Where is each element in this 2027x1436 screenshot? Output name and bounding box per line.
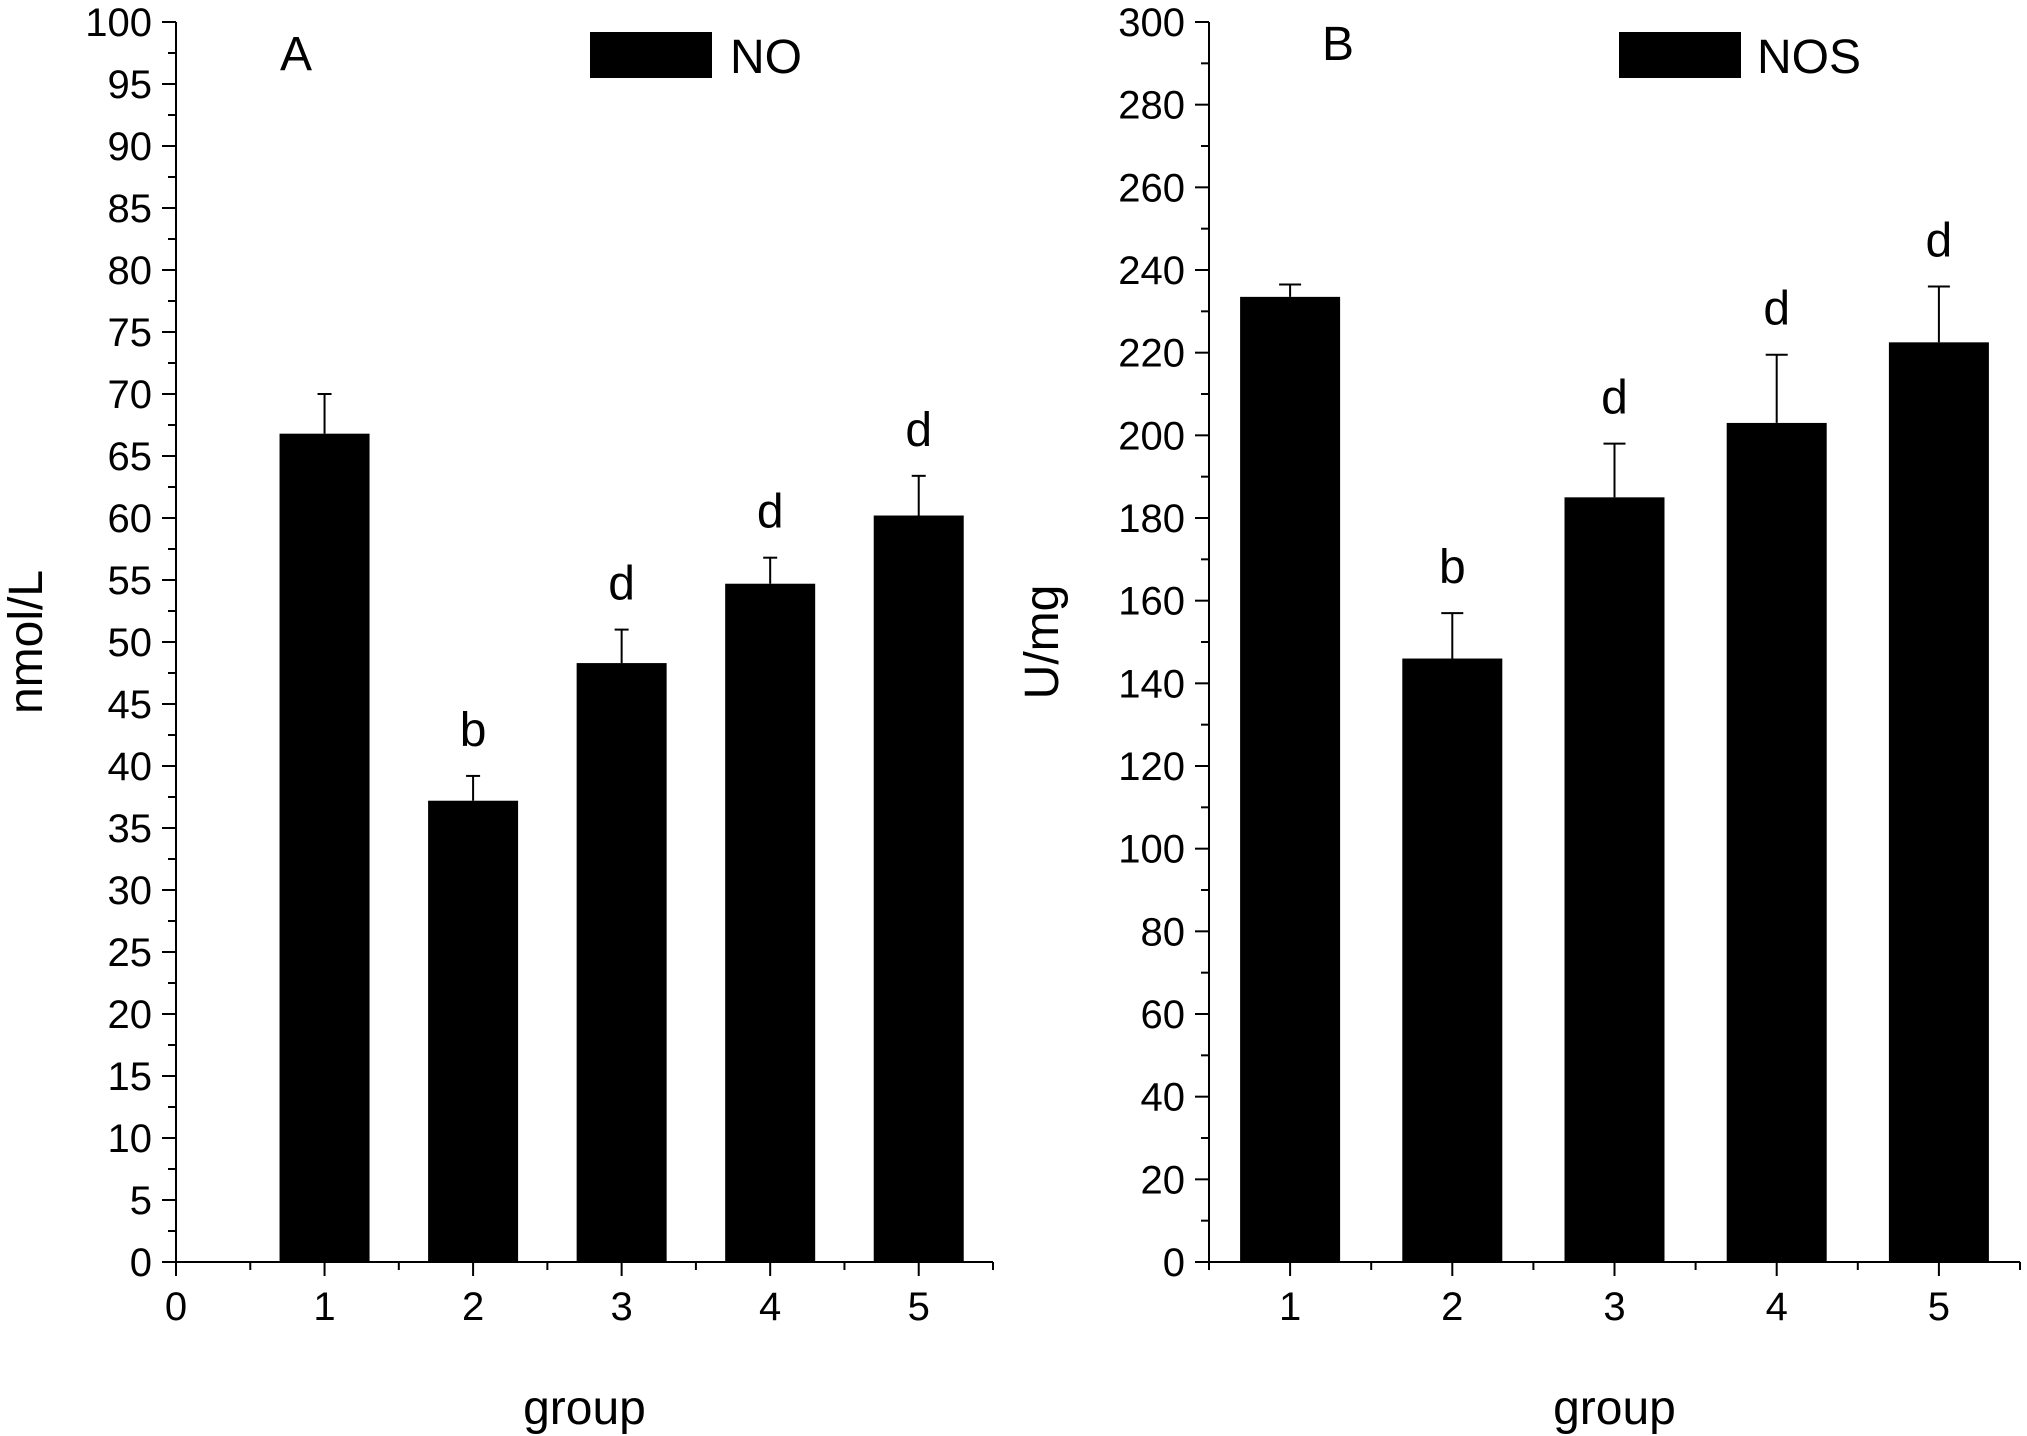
y-tick-label: 260 [1118, 166, 1185, 210]
y-tick-label: 220 [1118, 332, 1185, 376]
y-tick-label: 65 [108, 435, 153, 479]
chart-panel-a: 0510152025303540455055606570758085909510… [0, 1, 994, 1435]
y-tick-label: 35 [108, 807, 153, 851]
y-axis-title: U/mg [1016, 585, 1069, 700]
x-tick-label: 2 [462, 1285, 484, 1329]
panel-label: B [1322, 18, 1354, 71]
y-tick-label: 80 [108, 249, 153, 293]
y-tick-label: 60 [1141, 993, 1186, 1037]
legend-swatch [1619, 32, 1741, 78]
y-tick-label: 300 [1118, 1, 1185, 45]
y-tick-label: 70 [108, 373, 153, 417]
y-tick-label: 15 [108, 1055, 153, 1099]
y-tick-label: 100 [1118, 828, 1185, 872]
y-tick-label: 75 [108, 311, 153, 355]
x-tick-label: 0 [165, 1285, 187, 1329]
y-tick-label: 5 [130, 1179, 152, 1223]
significance-label: d [757, 486, 784, 539]
x-tick-label: 3 [1603, 1285, 1625, 1329]
bar [725, 583, 816, 1262]
legend: NOS [1619, 31, 1861, 84]
panel-label: A [280, 28, 312, 81]
bar [1402, 658, 1503, 1262]
y-tick-label: 200 [1118, 414, 1185, 458]
y-tick-label: 45 [108, 683, 153, 727]
y-tick-label: 40 [108, 745, 153, 789]
y-tick-label: 100 [85, 1, 152, 45]
chart-panel-b: 0 20 40 60 80 100 120 140 160 180 200 220 240 260 280 3… [1016, 1, 2021, 1435]
x-tick-label: 4 [1766, 1285, 1788, 1329]
significance-label: d [1763, 283, 1790, 336]
y-tick-label: 0 [130, 1241, 152, 1285]
y-tick-label: 280 [1118, 84, 1185, 128]
y-tick-label: 180 [1118, 497, 1185, 541]
y-tick-label: 120 [1118, 745, 1185, 789]
x-tick-label: 1 [1279, 1285, 1301, 1329]
x-tick-label: 2 [1441, 1285, 1463, 1329]
y-tick-label: 60 [108, 497, 153, 541]
bar [428, 800, 519, 1262]
y-tick-label: 40 [1141, 1076, 1186, 1120]
y-tick-label: 160 [1118, 580, 1185, 624]
y-tick-label: 85 [108, 187, 153, 231]
legend-swatch [590, 32, 712, 78]
y-tick-label: 55 [108, 559, 153, 603]
y-tick-label: 20 [1141, 1158, 1186, 1202]
bar [279, 433, 370, 1262]
significance-label: d [608, 558, 635, 611]
bar [1888, 342, 1989, 1262]
bar [1564, 497, 1665, 1262]
legend-label: NO [730, 31, 802, 84]
bar [873, 515, 964, 1262]
x-tick-label: 4 [759, 1285, 781, 1329]
bar [1726, 422, 1827, 1262]
significance-label: d [1601, 372, 1628, 425]
y-tick-label: 30 [108, 869, 153, 913]
x-tick-label: 5 [908, 1285, 930, 1329]
y-tick-label: 80 [1141, 910, 1186, 954]
significance-label: d [905, 404, 932, 457]
bar [1240, 296, 1341, 1262]
y-tick-label: 95 [108, 63, 153, 107]
x-tick-label: 3 [611, 1285, 633, 1329]
y-tick-label: 140 [1118, 662, 1185, 706]
y-tick-label: 50 [108, 621, 153, 665]
bar [576, 663, 667, 1262]
legend: NO [590, 31, 802, 84]
y-tick-label: 90 [108, 125, 153, 169]
legend-label: NOS [1757, 31, 1861, 84]
x-axis-title: group [1553, 1382, 1676, 1435]
y-tick-label: 10 [108, 1117, 153, 1161]
y-tick-label: 0 [1163, 1241, 1185, 1285]
x-tick-label: 5 [1928, 1285, 1950, 1329]
significance-label: d [1926, 215, 1953, 268]
y-tick-label: 240 [1118, 249, 1185, 293]
significance-label: b [460, 704, 487, 757]
x-axis-title: group [523, 1382, 646, 1435]
significance-label: b [1439, 541, 1466, 594]
y-axis-title: nmol/L [0, 570, 53, 714]
y-tick-label: 25 [108, 931, 153, 975]
y-tick-label: 20 [108, 993, 153, 1037]
x-tick-label: 1 [313, 1285, 335, 1329]
